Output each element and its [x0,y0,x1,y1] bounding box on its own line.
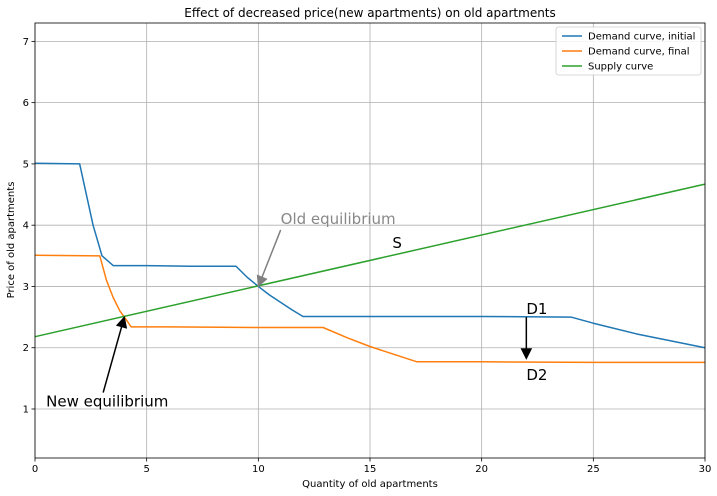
series-line-0 [34,162,706,349]
series-line-1 [34,254,705,364]
annotation-arrow-0-shaft [261,229,282,278]
annotation-label-0: Old equilibrium [281,210,396,228]
y-tick-label: 6 [23,98,29,109]
y-tick-label: 5 [23,159,29,170]
annotation-label-1: New equilibrium [46,393,168,411]
demand-shift-arrow-head [520,348,533,360]
chart-title: Effect of decreased price(new apartments… [184,6,556,20]
x-tick-label: 20 [475,464,488,475]
y-tick-label: 1 [23,404,29,415]
y-tick-label: 3 [23,282,29,293]
series-lines [34,162,706,364]
x-tick-label: 10 [252,464,265,475]
legend-entry-0: Demand curve, initial [588,32,695,43]
x-tick-label: 15 [364,464,377,475]
annotation-arrow-0-head [256,274,268,288]
x-axis-label: Quantity of old apartments [302,479,438,490]
y-tick-label: 7 [23,37,29,48]
y-tick-label: 2 [23,343,29,354]
legend-entry-1: Demand curve, final [588,47,690,58]
annotation-label-2: S [392,234,402,252]
y-tick-label: 4 [23,221,29,232]
x-tick-label: 25 [587,464,600,475]
legend: Demand curve, initial Demand curve, final… [555,26,702,76]
y-axis-label: Price of old apartments [6,182,17,299]
x-tick-label: 5 [143,464,149,475]
annotation-label-3: D1 [526,300,547,318]
x-tick-label: 30 [699,464,712,475]
legend-box [555,26,702,76]
x-tick-label: 0 [32,464,38,475]
legend-entry-2: Supply curve [588,62,653,73]
annotation-arrow-1-head [115,316,128,329]
ticks: 0 5 10 15 20 25 30 1 2 3 4 5 6 7 [23,37,712,475]
annotation-arrow-1-shaft [102,326,123,393]
series-line-2 [34,183,706,338]
annotations: Old equilibrium New equilibrium S D1 D2 [46,210,547,411]
annotation-label-4: D2 [526,366,547,384]
